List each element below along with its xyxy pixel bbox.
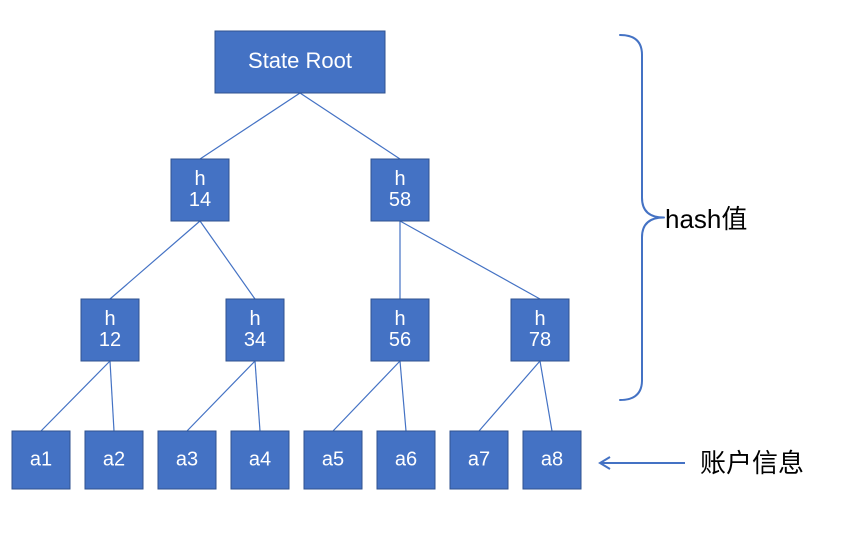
node-label: 12 <box>99 329 121 351</box>
node-label: a1 <box>30 448 52 470</box>
node-label: a7 <box>468 448 490 470</box>
tree-edge <box>255 361 260 431</box>
tree-edge <box>400 361 406 431</box>
node-label: 58 <box>389 189 411 211</box>
node-label: a3 <box>176 448 198 470</box>
tree-edge <box>110 361 114 431</box>
node-label: State Root <box>248 48 352 73</box>
tree-node-a4: a4 <box>231 431 289 489</box>
node-label: a8 <box>541 448 563 470</box>
tree-node-a1: a1 <box>12 431 70 489</box>
hash-brace <box>620 35 664 400</box>
tree-edge <box>187 361 255 431</box>
tree-edge <box>479 361 540 431</box>
node-label: h <box>249 308 260 330</box>
tree-edge <box>400 221 540 299</box>
account-label: 账户信息 <box>700 448 804 478</box>
tree-node-a5: a5 <box>304 431 362 489</box>
tree-edge <box>200 93 300 159</box>
node-label: a2 <box>103 448 125 470</box>
tree-node-a2: a2 <box>85 431 143 489</box>
tree-node-root: State Root <box>215 31 385 93</box>
tree-node-h12: h12 <box>81 299 139 361</box>
tree-edge <box>540 361 552 431</box>
node-label: a6 <box>395 448 417 470</box>
tree-node-h14: h14 <box>171 159 229 221</box>
node-label: a4 <box>249 448 271 470</box>
tree-node-a8: a8 <box>523 431 581 489</box>
tree-node-h78: h78 <box>511 299 569 361</box>
node-label: 56 <box>389 329 411 351</box>
edges-layer <box>41 93 552 431</box>
tree-node-a3: a3 <box>158 431 216 489</box>
tree-node-h34: h34 <box>226 299 284 361</box>
tree-edge <box>300 93 400 159</box>
node-label: 14 <box>189 189 211 211</box>
tree-node-h58: h58 <box>371 159 429 221</box>
tree-node-a6: a6 <box>377 431 435 489</box>
node-label: h <box>104 308 115 330</box>
tree-edge <box>110 221 200 299</box>
node-label: h <box>534 308 545 330</box>
node-label: h <box>194 168 205 190</box>
tree-node-a7: a7 <box>450 431 508 489</box>
nodes-layer: State Rooth14h58h12h34h56h78a1a2a3a4a5a6… <box>12 31 581 489</box>
tree-edge <box>333 361 400 431</box>
tree-edge <box>200 221 255 299</box>
node-label: h <box>394 308 405 330</box>
tree-node-h56: h56 <box>371 299 429 361</box>
node-label: h <box>394 168 405 190</box>
hash-label: hash值 <box>665 204 747 234</box>
tree-edge <box>41 361 110 431</box>
node-label: a5 <box>322 448 344 470</box>
node-label: 34 <box>244 329 266 351</box>
node-label: 78 <box>529 329 551 351</box>
